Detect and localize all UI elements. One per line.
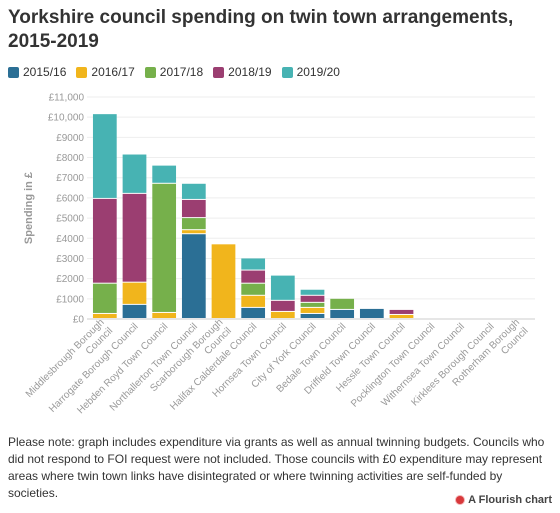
- legend-swatch: [144, 66, 156, 78]
- bar-segment: [330, 298, 355, 309]
- bar-segment: [122, 193, 147, 282]
- bar-segment: [181, 234, 206, 318]
- bar-segment: [270, 275, 295, 300]
- y-tick-label: £8000: [56, 153, 84, 164]
- y-tick-label: £11,000: [49, 93, 85, 104]
- bar-segment: [241, 283, 266, 295]
- bar-segment: [359, 308, 384, 318]
- bar-segment: [241, 258, 266, 270]
- bar-segment: [241, 295, 266, 307]
- y-tick-label: £9000: [56, 133, 84, 144]
- bar-segment: [300, 307, 325, 313]
- bar-segment: [92, 283, 117, 313]
- flourish-credit-link[interactable]: A Flourish chart: [456, 494, 552, 506]
- y-tick-label: £6000: [56, 193, 84, 204]
- bar-segment: [211, 244, 236, 318]
- bar-segment: [270, 311, 295, 318]
- bar-segment: [181, 183, 206, 199]
- bar-segment: [300, 295, 325, 302]
- stacked-bar-chart: £0 £1000 £2000 £3000 £4000 £5000 £6000 £7000 £80…: [23, 93, 535, 416]
- legend-swatch: [8, 66, 19, 78]
- y-tick-label: £4000: [56, 234, 84, 245]
- bar-segment: [181, 199, 206, 218]
- legend-item-2017-18[interactable]: 2017/18: [144, 65, 204, 79]
- y-axis-title: Spending in £: [23, 172, 35, 244]
- legend-label: 2018/19: [228, 65, 272, 79]
- y-tick-label: £10,000: [48, 113, 85, 124]
- legend-item-2018-19[interactable]: 2018/19: [213, 65, 272, 79]
- bar-segment: [152, 312, 177, 318]
- bar-segment: [152, 165, 177, 183]
- legend: 2015/16 2016/17 2017/18 2018/19 2019/20: [8, 64, 350, 80]
- y-tick-label: £7000: [56, 173, 84, 184]
- legend-swatch: [76, 66, 88, 78]
- y-tick-label: £3000: [56, 254, 84, 265]
- bar-segment: [122, 304, 147, 318]
- bar-segment: [300, 289, 325, 295]
- legend-swatch: [213, 66, 225, 78]
- legend-item-2016-17[interactable]: 2016/17: [76, 65, 135, 79]
- flourish-logo-icon: [456, 496, 465, 504]
- bar-segment: [300, 302, 325, 307]
- bar-segment: [181, 218, 206, 230]
- legend-label: 2017/18: [159, 65, 204, 79]
- legend-item-2019-20[interactable]: 2019/20: [281, 65, 340, 79]
- credit-text: A Flourish chart: [468, 494, 552, 506]
- bar-segment: [389, 314, 414, 318]
- legend-item-2015-16[interactable]: 2015/16: [8, 65, 66, 79]
- y-tick-label: £0: [73, 315, 85, 326]
- bar-segment: [122, 282, 147, 304]
- legend-label: 2016/17: [91, 65, 135, 79]
- bar-segment: [92, 198, 117, 283]
- bar-segment: [241, 307, 266, 318]
- bar-segment: [241, 270, 266, 283]
- legend-label: 2019/20: [296, 65, 340, 79]
- y-tick-label: £5000: [56, 214, 84, 225]
- bar-segment: [300, 313, 325, 318]
- chart-title: Yorkshire council spending on twin town …: [8, 7, 514, 52]
- bar-segment: [389, 309, 414, 314]
- bar-segment: [270, 300, 295, 311]
- bar-segment: [92, 114, 117, 198]
- footnote: Please note: graph includes expenditure …: [8, 435, 545, 500]
- legend-swatch: [281, 66, 293, 78]
- bar-segment: [122, 154, 147, 193]
- y-tick-label: £2000: [56, 274, 84, 285]
- bar-segment: [92, 313, 117, 318]
- y-tick-label: £1000: [56, 294, 84, 305]
- bar-segment: [330, 309, 355, 318]
- bar-segment: [181, 230, 206, 234]
- bar-segment: [152, 183, 177, 312]
- legend-label: 2015/16: [23, 65, 67, 79]
